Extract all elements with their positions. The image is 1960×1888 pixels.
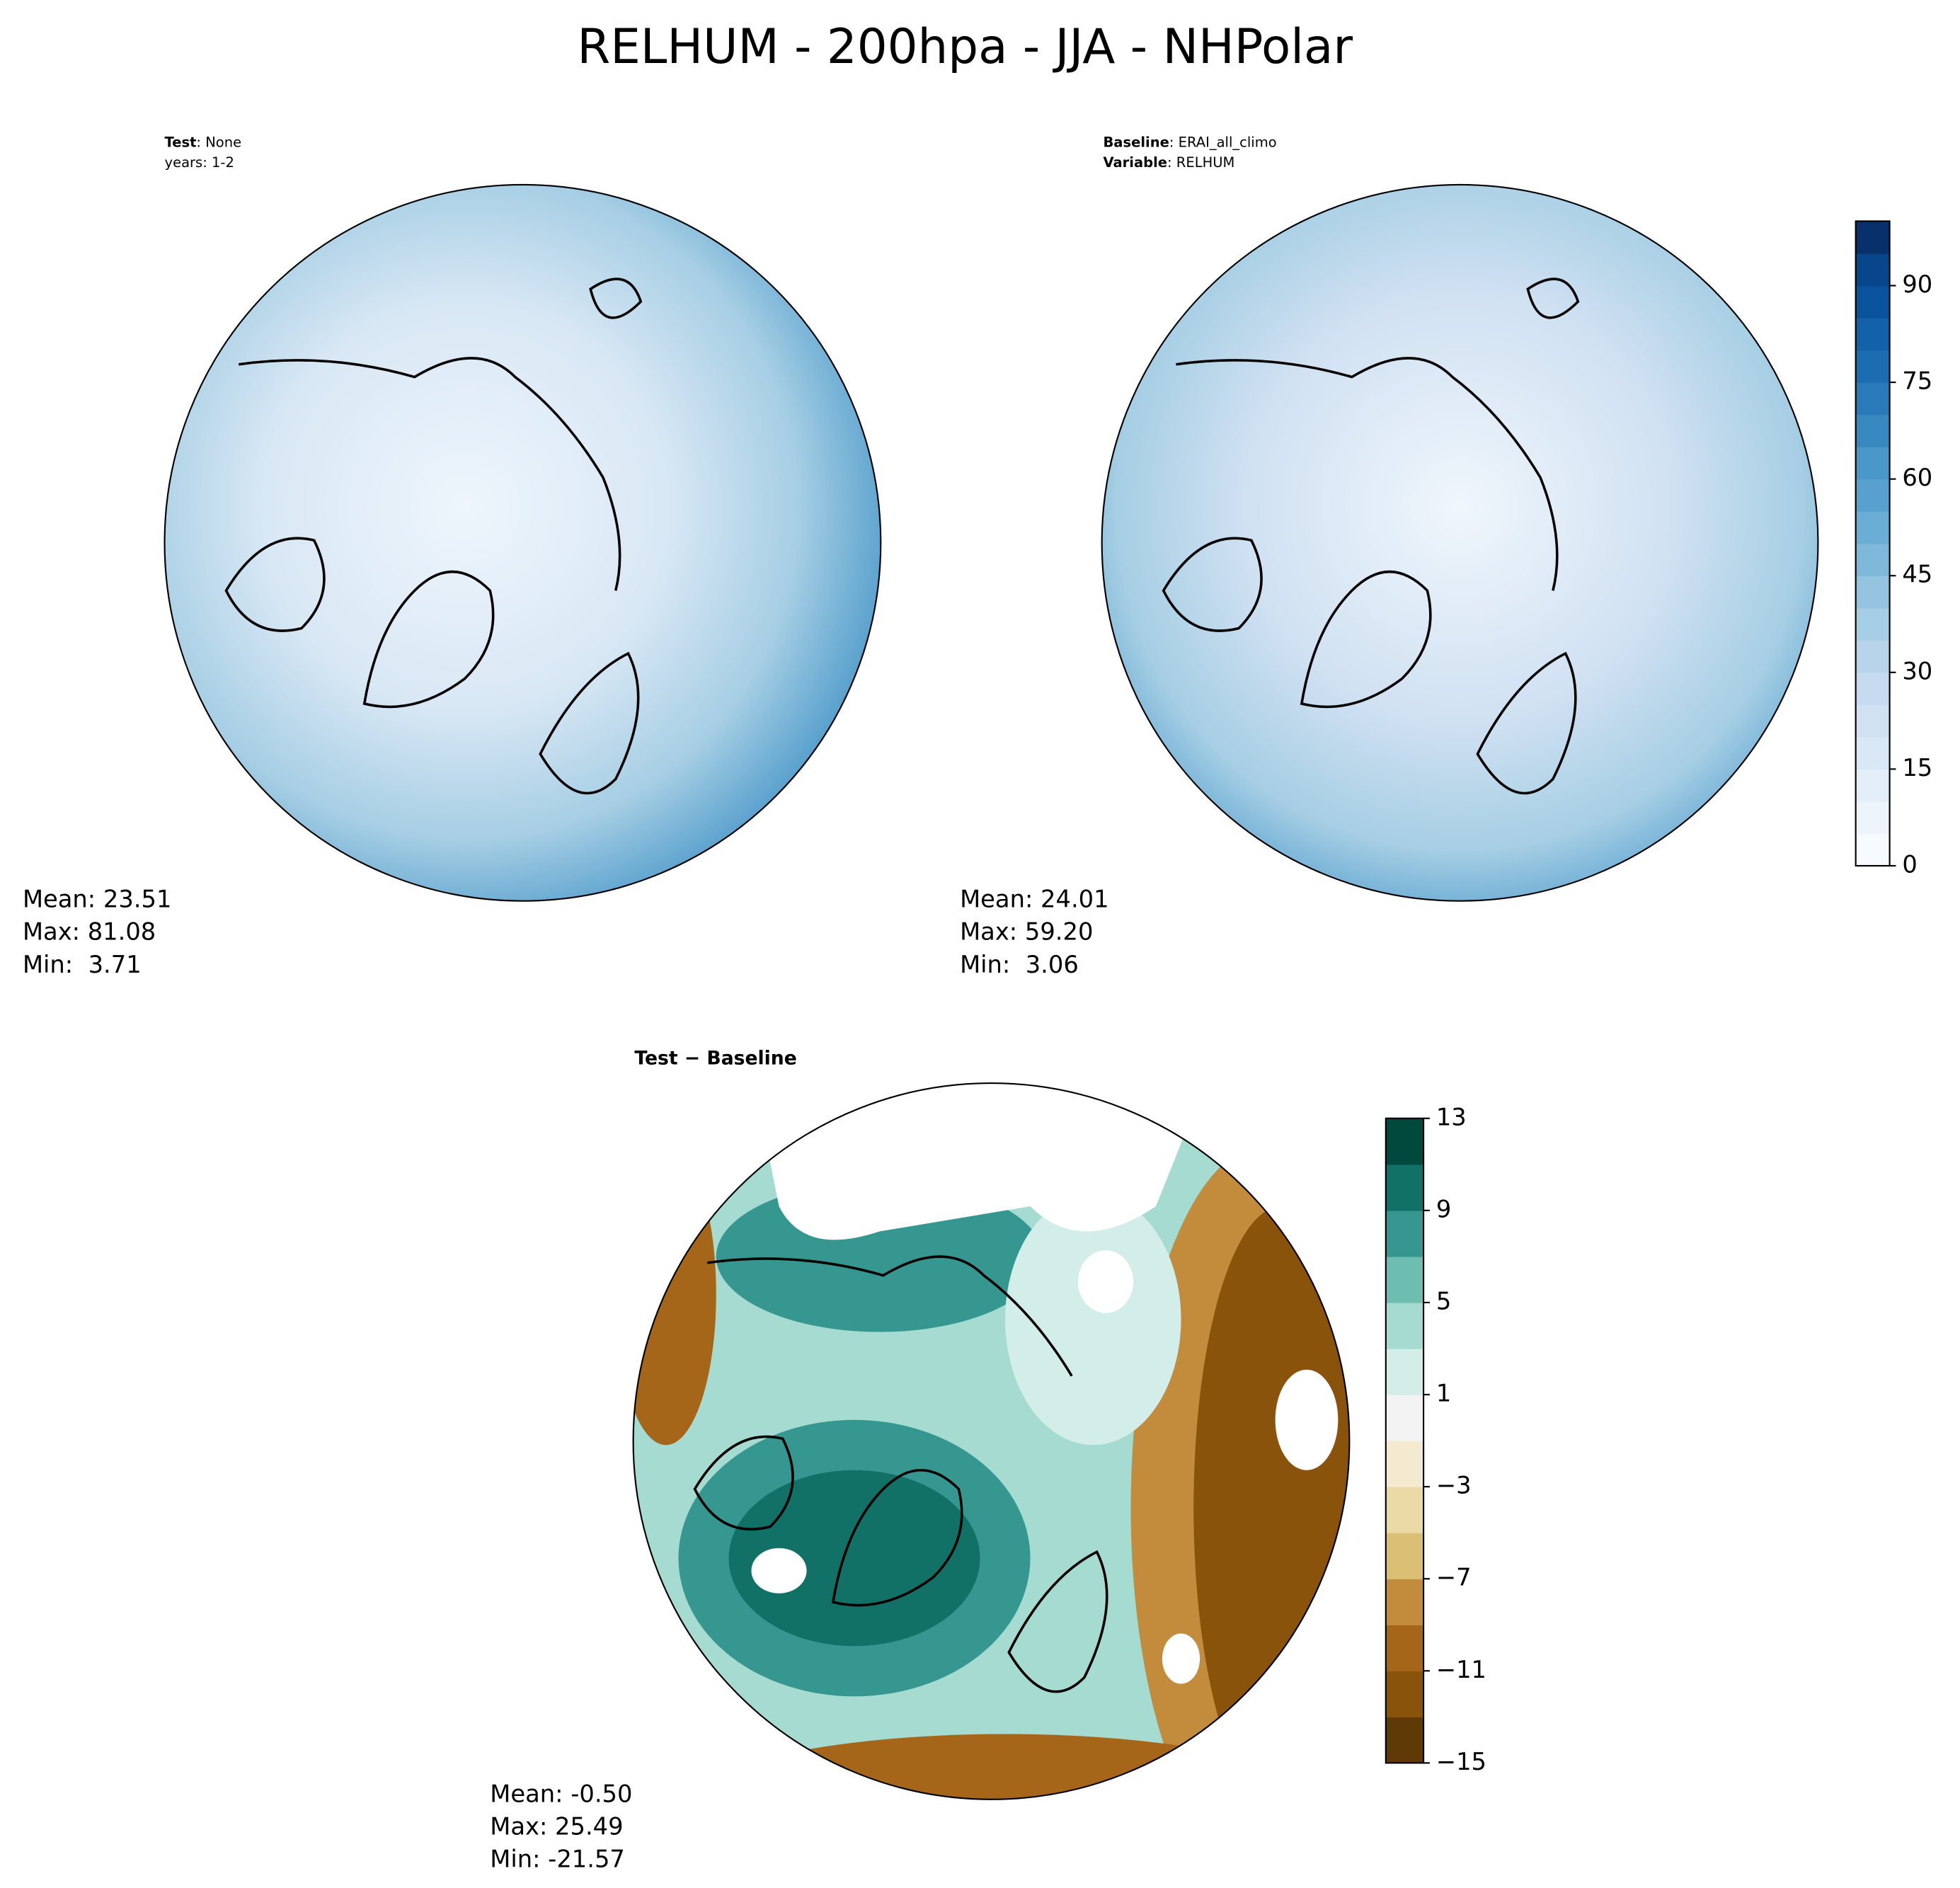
colorbar-tick-label: 75 [1902, 367, 1932, 395]
colorbar-band [1855, 833, 1890, 866]
annotation-line: Baseline: ERAI_all_climo [1103, 135, 1276, 151]
stat-line: Min: 3.71 [23, 951, 142, 978]
coastlines [224, 278, 643, 795]
colorbar-band [1855, 704, 1890, 738]
annotation-text: : None [196, 135, 241, 151]
colorbar-band [1385, 1487, 1424, 1533]
colorbar-band [1855, 736, 1890, 770]
colorbar-tick-label: −11 [1436, 1656, 1486, 1683]
colorbar-band [1855, 221, 1890, 254]
colorbar-band [1855, 382, 1890, 416]
colorbar-tick-label: 0 [1902, 851, 1917, 879]
colorbar-tick-label: −15 [1436, 1748, 1486, 1775]
colorbar-tick-label: 13 [1436, 1103, 1467, 1131]
colorbar-band [1855, 607, 1890, 641]
colorbar-band [1855, 801, 1890, 835]
colorbar-band [1385, 1717, 1424, 1764]
annotation-text: years: 1-2 [165, 154, 234, 171]
map-panel [1101, 183, 1819, 902]
colorbar-band [1855, 285, 1890, 319]
colorbar-band [1385, 1533, 1424, 1579]
annotation-line: Variable: RELHUM [1103, 154, 1234, 171]
map-panel [632, 1082, 1351, 1800]
colorbar-band [1385, 1579, 1424, 1625]
colorbar-tick-label: 45 [1902, 561, 1932, 588]
annotation-key: Test [165, 135, 197, 151]
colorbar-band [1385, 1671, 1424, 1718]
colorbar-band [1855, 350, 1890, 383]
annotation-key: Baseline [1103, 135, 1169, 151]
colorbar-tick-label: 9 [1436, 1195, 1451, 1223]
colorbar-band [1855, 576, 1890, 609]
annotation-line: Test: None [165, 135, 242, 151]
colorbar-band [1855, 672, 1890, 706]
colorbar-band [1855, 511, 1890, 544]
colorbar-tick-label: 1 [1436, 1380, 1451, 1407]
colorbar-band [1855, 543, 1890, 576]
stat-line: Max: 59.20 [960, 918, 1093, 946]
annotation-text: : RELHUM [1167, 154, 1234, 171]
colorbar-band [1385, 1395, 1424, 1441]
colorbar-tick-label: 5 [1436, 1287, 1451, 1315]
stat-line: Max: 81.08 [23, 918, 156, 946]
stat-line: Mean: 23.51 [23, 886, 171, 913]
colorbar-tick-label: 30 [1902, 657, 1932, 685]
map-border [164, 183, 882, 902]
annotation-text: : ERAI_all_climo [1169, 135, 1277, 151]
stat-line: Min: -21.57 [490, 1846, 625, 1873]
map-border [632, 1082, 1351, 1800]
map-panel [164, 183, 882, 902]
colorbar-band [1855, 769, 1890, 802]
colorbar-band [1855, 414, 1890, 447]
panel-title: Test − Baseline [634, 1047, 796, 1069]
colorbar-band [1855, 640, 1890, 673]
colorbar-band [1855, 253, 1890, 287]
colorbar-band [1385, 1210, 1424, 1257]
stat-line: Mean: 24.01 [960, 886, 1108, 913]
colorbar-tick-label: 90 [1902, 270, 1932, 298]
annotation-key: Variable [1103, 154, 1167, 171]
colorbar-frame [1855, 220, 1891, 867]
colorbar-band [1385, 1348, 1424, 1395]
colorbar-band [1855, 479, 1890, 512]
colorbar-band [1385, 1118, 1424, 1165]
annotation-line: years: 1-2 [165, 154, 234, 171]
colorbar-tick-label: −7 [1436, 1564, 1472, 1591]
stat-line: Mean: -0.50 [490, 1780, 632, 1807]
colorbar-band [1385, 1302, 1424, 1349]
map-border [1101, 183, 1819, 902]
stat-line: Max: 25.49 [490, 1813, 623, 1841]
colorbar-tick-label: 15 [1902, 754, 1932, 782]
colorbar-band [1385, 1164, 1424, 1211]
colorbar-tick-label: −3 [1436, 1472, 1472, 1499]
colorbar-tick-label: 60 [1902, 464, 1932, 491]
colorbar-frame [1385, 1117, 1425, 1764]
colorbar-band [1855, 318, 1890, 351]
colorbar-band [1385, 1625, 1424, 1671]
figure-title: RELHUM - 200hpa - JJA - NHPolar [577, 18, 1353, 74]
colorbar-band [1385, 1441, 1424, 1487]
colorbar-band [1855, 447, 1890, 480]
coastlines [1162, 278, 1580, 795]
colorbar-band [1385, 1256, 1424, 1303]
stat-line: Min: 3.06 [960, 951, 1079, 978]
